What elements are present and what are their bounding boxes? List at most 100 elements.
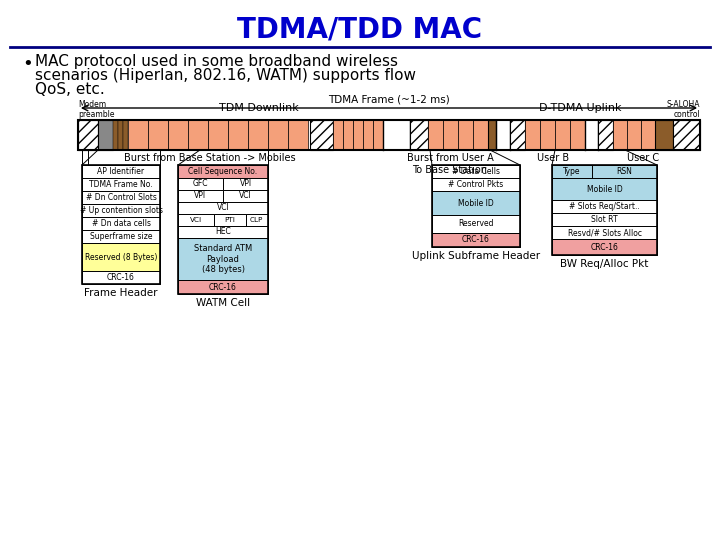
Text: # Dn Control Slots: # Dn Control Slots bbox=[86, 193, 156, 202]
Bar bbox=[488, 120, 496, 150]
Text: TDMA/TDD MAC: TDMA/TDD MAC bbox=[238, 16, 482, 44]
Bar bbox=[178, 190, 223, 202]
Text: CRC-16: CRC-16 bbox=[209, 282, 237, 292]
Bar bbox=[432, 191, 520, 215]
Text: Superframe size: Superframe size bbox=[90, 232, 152, 241]
Bar bbox=[613, 120, 627, 150]
Text: Type: Type bbox=[563, 167, 581, 176]
Text: Resvd/# Slots Alloc: Resvd/# Slots Alloc bbox=[567, 228, 642, 237]
Bar bbox=[82, 243, 160, 271]
Bar bbox=[432, 165, 520, 247]
Bar bbox=[178, 202, 268, 214]
Bar bbox=[552, 165, 592, 178]
Bar bbox=[214, 214, 246, 226]
Bar bbox=[178, 238, 268, 280]
Text: User C: User C bbox=[627, 153, 659, 163]
Bar bbox=[178, 165, 268, 178]
Bar bbox=[98, 120, 113, 150]
Text: S-ALOHA
control: S-ALOHA control bbox=[667, 99, 700, 119]
Bar bbox=[246, 214, 268, 226]
Text: scenarios (Hiperlan, 802.16, WATM) supports flow: scenarios (Hiperlan, 802.16, WATM) suppo… bbox=[35, 68, 416, 83]
Text: Mobile ID: Mobile ID bbox=[587, 185, 622, 193]
Bar bbox=[432, 215, 520, 233]
Bar bbox=[552, 200, 657, 213]
Bar bbox=[310, 120, 333, 150]
Text: PTI: PTI bbox=[225, 217, 235, 223]
Bar bbox=[168, 120, 188, 150]
Bar bbox=[208, 120, 228, 150]
Text: Burst from User A
To Base Station: Burst from User A To Base Station bbox=[407, 153, 493, 174]
Bar bbox=[128, 120, 148, 150]
Text: TDM Downlink: TDM Downlink bbox=[219, 103, 299, 113]
Text: Standard ATM
Payload
(48 bytes): Standard ATM Payload (48 bytes) bbox=[194, 244, 252, 274]
Text: Frame Header: Frame Header bbox=[84, 288, 158, 298]
Text: Reserved (8 Bytes): Reserved (8 Bytes) bbox=[85, 253, 157, 261]
Text: Uplink Subframe Header: Uplink Subframe Header bbox=[412, 251, 540, 261]
Bar bbox=[113, 120, 118, 150]
Bar bbox=[552, 239, 657, 255]
Bar bbox=[627, 120, 641, 150]
Text: •: • bbox=[22, 55, 32, 73]
Bar bbox=[555, 120, 570, 150]
Bar bbox=[82, 191, 160, 204]
Text: VCI: VCI bbox=[190, 217, 202, 223]
Text: Cell Sequence No.: Cell Sequence No. bbox=[189, 167, 258, 176]
Text: # Dn data cells: # Dn data cells bbox=[91, 219, 150, 228]
Bar bbox=[248, 120, 268, 150]
Bar bbox=[288, 120, 308, 150]
Bar bbox=[82, 271, 160, 284]
Bar bbox=[268, 120, 288, 150]
Text: Mobile ID: Mobile ID bbox=[458, 199, 494, 207]
Bar bbox=[82, 165, 160, 284]
Bar bbox=[188, 120, 208, 150]
Text: # Data Cells: # Data Cells bbox=[452, 167, 500, 176]
Text: Modem
preamble: Modem preamble bbox=[78, 99, 114, 119]
Bar bbox=[473, 120, 488, 150]
Text: VPI: VPI bbox=[240, 179, 251, 188]
Bar bbox=[82, 178, 160, 191]
Bar bbox=[428, 120, 443, 150]
Bar bbox=[178, 226, 268, 238]
Bar bbox=[82, 165, 160, 178]
Bar bbox=[410, 120, 428, 150]
Text: TDMA Frame No.: TDMA Frame No. bbox=[89, 180, 153, 189]
Bar bbox=[655, 120, 673, 150]
Text: CLP: CLP bbox=[250, 217, 264, 223]
Text: Burst from Base Station -> Mobiles: Burst from Base Station -> Mobiles bbox=[124, 153, 296, 163]
Text: QoS, etc.: QoS, etc. bbox=[35, 82, 104, 97]
Text: VCI: VCI bbox=[217, 204, 230, 213]
Bar bbox=[443, 120, 458, 150]
Text: TDMA Frame (~1-2 ms): TDMA Frame (~1-2 ms) bbox=[328, 94, 450, 104]
Text: HEC: HEC bbox=[215, 227, 231, 237]
Text: Slot RT: Slot RT bbox=[591, 215, 618, 224]
Bar bbox=[82, 217, 160, 230]
Text: CRC-16: CRC-16 bbox=[462, 235, 490, 245]
Bar bbox=[552, 226, 657, 239]
Bar bbox=[673, 120, 700, 150]
Bar bbox=[228, 120, 248, 150]
Text: CRC-16: CRC-16 bbox=[107, 273, 135, 282]
Bar bbox=[343, 120, 353, 150]
Text: AP Identifier: AP Identifier bbox=[97, 167, 145, 176]
Bar bbox=[540, 120, 555, 150]
Text: MAC protocol used in some broadband wireless: MAC protocol used in some broadband wire… bbox=[35, 54, 398, 69]
Bar bbox=[432, 165, 520, 178]
Bar bbox=[510, 120, 525, 150]
Text: Reserved: Reserved bbox=[458, 219, 494, 228]
Bar bbox=[333, 120, 343, 150]
Text: VPI: VPI bbox=[194, 192, 207, 200]
Bar bbox=[178, 280, 268, 294]
Bar bbox=[552, 165, 657, 255]
Bar bbox=[123, 120, 128, 150]
Bar bbox=[432, 233, 520, 247]
Text: # Slots Req/Start..: # Slots Req/Start.. bbox=[569, 202, 640, 211]
Bar bbox=[82, 230, 160, 243]
Bar bbox=[78, 120, 98, 150]
Text: D-TDMA Uplink: D-TDMA Uplink bbox=[539, 103, 621, 113]
Bar bbox=[223, 178, 268, 190]
Bar bbox=[458, 120, 473, 150]
Bar bbox=[598, 120, 613, 150]
Bar bbox=[552, 213, 657, 226]
Text: BW Req/Alloc Pkt: BW Req/Alloc Pkt bbox=[560, 259, 649, 269]
Bar bbox=[525, 120, 540, 150]
